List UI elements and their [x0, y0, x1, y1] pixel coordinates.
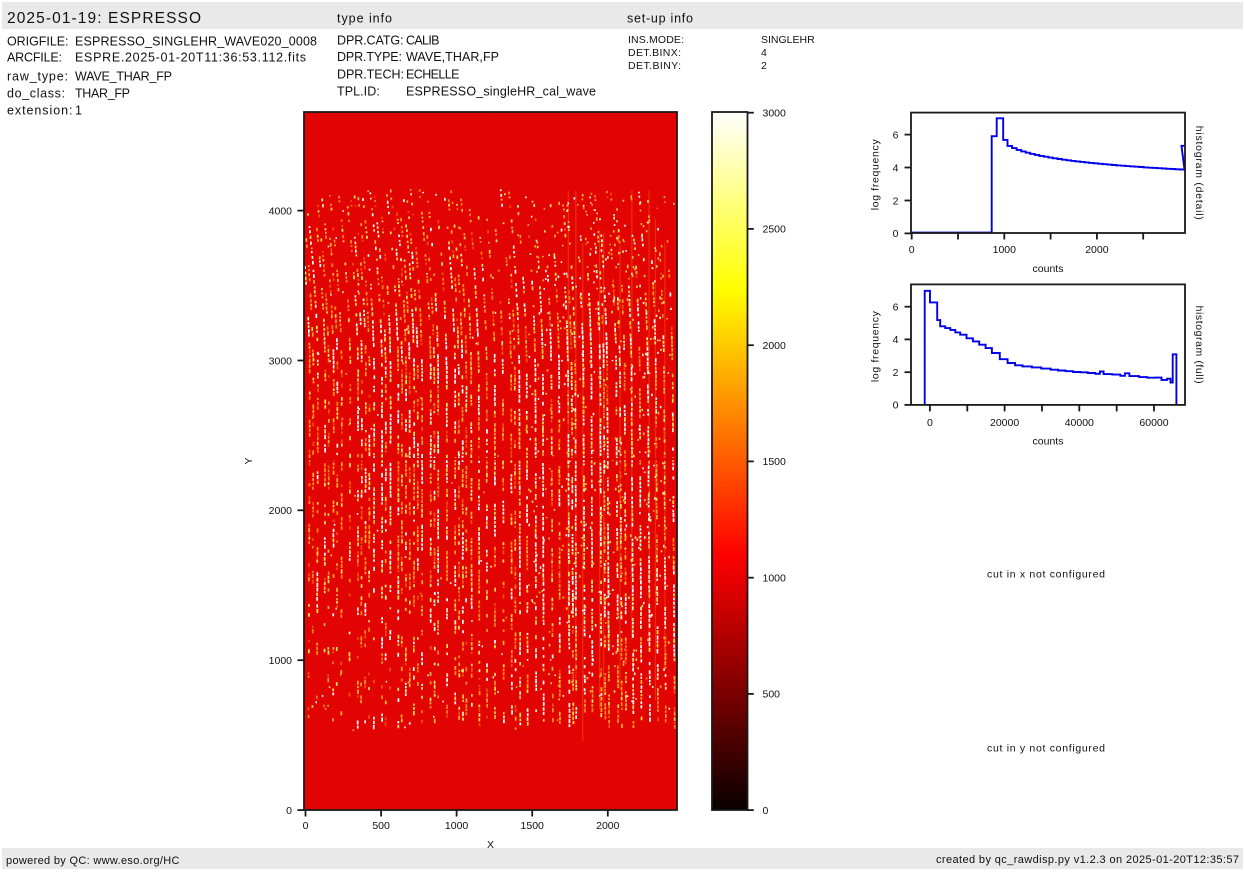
svg-text:1000: 1000 [445, 820, 469, 832]
svg-text:histogram (full): histogram (full) [1193, 306, 1205, 384]
svg-text:1500: 1500 [521, 820, 545, 832]
svg-text:2000: 2000 [1085, 244, 1109, 256]
svg-text:WAVE,THAR,FP: WAVE,THAR,FP [406, 50, 499, 64]
svg-text:20000: 20000 [990, 417, 1019, 429]
svg-text:1000: 1000 [269, 655, 293, 667]
svg-text:CALIB: CALIB [406, 34, 440, 48]
svg-text:ESPRESSO_SINGLEHR_WAVE020_0008: ESPRESSO_SINGLEHR_WAVE020_0008 [75, 35, 317, 49]
svg-text:do_class:: do_class: [7, 87, 65, 101]
svg-text:1000: 1000 [993, 244, 1017, 256]
svg-text:ECHELLE: ECHELLE [406, 67, 460, 81]
svg-text:cut in x not configured: cut in x not configured [987, 569, 1105, 581]
svg-text:raw_type:: raw_type: [7, 70, 68, 84]
svg-text:THAR_FP: THAR_FP [75, 87, 130, 101]
svg-text:2: 2 [761, 60, 767, 72]
svg-text:SINGLEHR: SINGLEHR [761, 34, 815, 46]
svg-text:0: 0 [893, 400, 899, 412]
svg-text:log frequency: log frequency [870, 310, 882, 382]
svg-text:4: 4 [761, 47, 767, 59]
svg-text:500: 500 [372, 820, 390, 832]
svg-text:cut in y not configured: cut in y not configured [987, 743, 1105, 755]
svg-text:6: 6 [893, 129, 899, 141]
svg-text:500: 500 [763, 689, 781, 701]
svg-text:4000: 4000 [269, 205, 293, 217]
svg-text:histogram (detail): histogram (detail) [1193, 126, 1205, 220]
svg-text:60000: 60000 [1139, 417, 1168, 429]
svg-text:counts: counts [1033, 263, 1064, 275]
svg-text:INS.MODE:: INS.MODE: [628, 34, 684, 46]
svg-text:6: 6 [893, 302, 899, 314]
svg-text:4: 4 [893, 162, 899, 174]
svg-text:3000: 3000 [763, 108, 787, 120]
svg-text:2: 2 [893, 367, 899, 379]
svg-text:1000: 1000 [763, 573, 787, 585]
svg-text:2500: 2500 [763, 224, 787, 236]
svg-text:0: 0 [286, 805, 292, 817]
svg-text:3000: 3000 [269, 355, 293, 367]
svg-text:X: X [487, 839, 494, 851]
svg-text:TPL.ID:: TPL.ID: [337, 85, 380, 99]
svg-text:WAVE_THAR_FP: WAVE_THAR_FP [75, 70, 172, 84]
svg-text:0: 0 [927, 417, 933, 429]
svg-text:ARCFILE:: ARCFILE: [7, 51, 62, 65]
svg-text:ORIGFILE:: ORIGFILE: [7, 35, 69, 49]
svg-text:created by qc_rawdisp.py v1.2.: created by qc_rawdisp.py v1.2.3 on 2025-… [936, 854, 1239, 866]
svg-text:2000: 2000 [763, 340, 787, 352]
svg-text:4: 4 [893, 334, 899, 346]
svg-text:2: 2 [893, 195, 899, 207]
svg-text:2000: 2000 [269, 505, 293, 517]
svg-text:type info: type info [337, 12, 392, 26]
svg-text:DPR.TECH:: DPR.TECH: [337, 67, 404, 81]
svg-text:2000: 2000 [596, 820, 620, 832]
svg-text:1500: 1500 [763, 456, 787, 468]
svg-text:log frequency: log frequency [870, 139, 882, 211]
svg-text:0: 0 [893, 228, 899, 240]
svg-text:DPR.CATG:: DPR.CATG: [337, 34, 404, 48]
svg-text:0: 0 [303, 820, 309, 832]
svg-text:DPR.TYPE:: DPR.TYPE: [337, 50, 402, 64]
svg-text:ESPRESSO_singleHR_cal_wave: ESPRESSO_singleHR_cal_wave [406, 85, 596, 99]
svg-text:0: 0 [909, 244, 915, 256]
svg-text:extension:: extension: [7, 104, 73, 118]
svg-text:set-up info: set-up info [627, 12, 693, 26]
svg-text:DET.BINX:: DET.BINX: [628, 47, 681, 59]
svg-text:powered by QC: www.eso.org/HC: powered by QC: www.eso.org/HC [6, 855, 180, 867]
svg-text:Y: Y [243, 457, 255, 464]
svg-text:40000: 40000 [1065, 417, 1094, 429]
svg-text:0: 0 [763, 805, 769, 817]
svg-text:DET.BINY:: DET.BINY: [628, 60, 681, 72]
svg-text:2025-01-19: ESPRESSO: 2025-01-19: ESPRESSO [7, 10, 201, 27]
svg-text:counts: counts [1033, 436, 1064, 448]
svg-text:ESPRE.2025-01-20T11:36:53.112.: ESPRE.2025-01-20T11:36:53.112.fits [75, 51, 306, 65]
svg-text:1: 1 [75, 104, 82, 118]
